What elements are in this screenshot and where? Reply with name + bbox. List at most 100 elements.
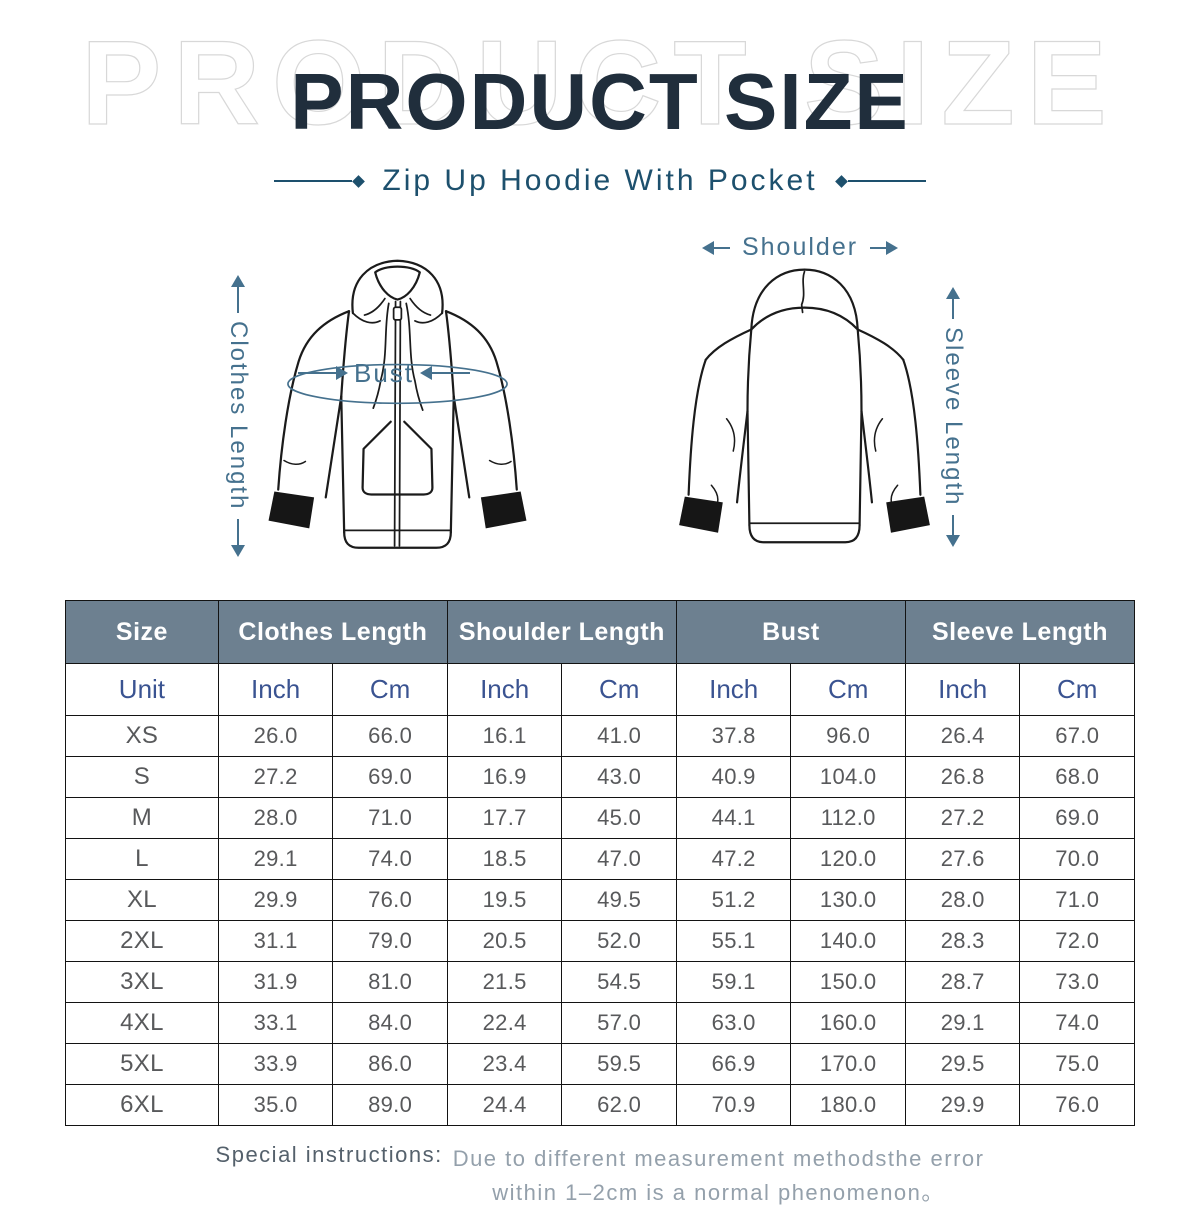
table-row: L 29.1 74.0 18.5 47.0 47.2 120.0 27.6 70… bbox=[65, 838, 1135, 880]
back-hoodie-illustration bbox=[679, 268, 930, 544]
value-cell: 43.0 bbox=[561, 756, 677, 798]
shoulder-label: Shoulder bbox=[741, 233, 859, 261]
table-row: 3XL 31.9 81.0 21.5 54.5 59.1 150.0 28.7 … bbox=[65, 961, 1135, 1003]
size-label: L bbox=[65, 838, 219, 880]
arrow-right-icon bbox=[336, 366, 348, 380]
diamond-icon bbox=[834, 174, 848, 188]
size-label: XS bbox=[65, 715, 219, 757]
page-title: PRODUCT SIZE bbox=[290, 57, 910, 146]
value-cell: 16.9 bbox=[446, 756, 563, 798]
unit-cell: Cm bbox=[561, 663, 677, 716]
table-row: 5XL 33.9 86.0 23.4 59.5 66.9 170.0 29.5 … bbox=[65, 1043, 1135, 1085]
value-cell: 69.0 bbox=[1019, 797, 1135, 839]
size-label: 3XL bbox=[65, 961, 219, 1003]
watermark-title: PRODUCT SIZE bbox=[81, 15, 1119, 150]
size-table: Size Clothes Length Shoulder Length Bust… bbox=[65, 600, 1136, 1126]
value-cell: 28.0 bbox=[217, 797, 334, 839]
table-unit-row: Unit Inch Cm Inch Cm Inch Cm Inch Cm bbox=[65, 663, 1135, 716]
arrow-up-icon bbox=[946, 287, 960, 299]
table-group-header-row: Size Clothes Length Shoulder Length Bust… bbox=[65, 600, 1136, 664]
value-cell: 49.5 bbox=[561, 879, 677, 921]
arrow-right-icon bbox=[886, 240, 899, 255]
rule-line bbox=[274, 180, 353, 182]
instructions-line-2: within 1–2cm is a normal phenomenon。 bbox=[492, 1180, 945, 1206]
unit-cell: Inch bbox=[675, 663, 792, 716]
value-cell: 62.0 bbox=[561, 1084, 677, 1126]
value-cell: 31.1 bbox=[217, 920, 334, 962]
col-group-bust: Bust bbox=[675, 600, 906, 664]
value-cell: 150.0 bbox=[790, 961, 906, 1003]
value-cell: 76.0 bbox=[1019, 1084, 1135, 1126]
value-cell: 66.9 bbox=[675, 1043, 792, 1085]
value-cell: 24.4 bbox=[446, 1084, 563, 1126]
value-cell: 66.0 bbox=[332, 715, 448, 757]
value-cell: 79.0 bbox=[332, 920, 448, 962]
size-label: 4XL bbox=[65, 1002, 219, 1044]
subtitle-left-rule bbox=[274, 174, 366, 188]
arrow-left-icon bbox=[702, 240, 714, 255]
value-cell: 19.5 bbox=[446, 879, 563, 921]
unit-cell: Inch bbox=[904, 663, 1021, 716]
table-row: 6XL 35.0 89.0 24.4 62.0 70.9 180.0 29.9 … bbox=[65, 1084, 1135, 1126]
value-cell: 71.0 bbox=[332, 797, 448, 839]
value-cell: 68.0 bbox=[1019, 756, 1135, 798]
value-cell: 27.2 bbox=[904, 797, 1021, 839]
bust-label: Bust bbox=[354, 357, 415, 388]
value-cell: 74.0 bbox=[332, 838, 448, 880]
col-group-size: Size bbox=[65, 600, 219, 664]
value-cell: 54.5 bbox=[561, 961, 677, 1003]
table-row: XS 26.0 66.0 16.1 41.0 37.8 96.0 26.4 67… bbox=[65, 715, 1135, 757]
unit-cell: Cm bbox=[332, 663, 448, 716]
value-cell: 21.5 bbox=[446, 961, 563, 1003]
value-cell: 29.9 bbox=[217, 879, 334, 921]
col-group-shoulder-length: Shoulder Length bbox=[446, 600, 677, 664]
value-cell: 130.0 bbox=[790, 879, 906, 921]
arrow-left-icon bbox=[420, 366, 433, 380]
arrow-down-icon bbox=[231, 545, 245, 558]
value-cell: 27.6 bbox=[904, 838, 1021, 880]
right-cuff bbox=[480, 491, 527, 529]
value-cell: 23.4 bbox=[446, 1043, 563, 1085]
clothes-length-measure: Clothes Length bbox=[220, 275, 256, 558]
instructions-line-1: Due to different measurement methodsthe … bbox=[452, 1146, 985, 1171]
value-cell: 84.0 bbox=[332, 1002, 448, 1044]
value-cell: 120.0 bbox=[790, 838, 906, 880]
value-cell: 28.3 bbox=[904, 920, 1021, 962]
value-cell: 37.8 bbox=[675, 715, 792, 757]
size-table-wrap: Size Clothes Length Shoulder Length Bust… bbox=[65, 600, 1136, 1126]
value-cell: 57.0 bbox=[561, 1002, 677, 1044]
value-cell: 27.2 bbox=[217, 756, 334, 798]
diamond-icon bbox=[352, 174, 366, 188]
value-cell: 170.0 bbox=[790, 1043, 906, 1085]
value-cell: 16.1 bbox=[446, 715, 563, 757]
value-cell: 47.2 bbox=[675, 838, 792, 880]
value-cell: 44.1 bbox=[675, 797, 792, 839]
rule-line bbox=[847, 180, 926, 182]
value-cell: 86.0 bbox=[332, 1043, 448, 1085]
value-cell: 160.0 bbox=[790, 1002, 906, 1044]
value-cell: 29.1 bbox=[904, 1002, 1021, 1044]
col-group-clothes-length: Clothes Length bbox=[217, 600, 448, 664]
value-cell: 70.0 bbox=[1019, 838, 1135, 880]
value-cell: 63.0 bbox=[675, 1002, 792, 1044]
size-label: 5XL bbox=[65, 1043, 219, 1085]
value-cell: 73.0 bbox=[1019, 961, 1135, 1003]
value-cell: 51.2 bbox=[675, 879, 792, 921]
value-cell: 59.5 bbox=[561, 1043, 677, 1085]
clothes-length-label: Clothes Length bbox=[225, 321, 252, 511]
unit-cell: Inch bbox=[217, 663, 334, 716]
value-cell: 33.9 bbox=[217, 1043, 334, 1085]
subtitle-row: Zip Up Hoodie With Pocket bbox=[0, 164, 1200, 198]
value-cell: 76.0 bbox=[332, 879, 448, 921]
value-cell: 20.5 bbox=[446, 920, 563, 962]
value-cell: 47.0 bbox=[561, 838, 677, 880]
table-row: 2XL 31.1 79.0 20.5 52.0 55.1 140.0 28.3 … bbox=[65, 920, 1135, 962]
size-label: M bbox=[65, 797, 219, 839]
value-cell: 72.0 bbox=[1019, 920, 1135, 962]
value-cell: 33.1 bbox=[217, 1002, 334, 1044]
value-cell: 69.0 bbox=[332, 756, 448, 798]
unit-cell: Unit bbox=[65, 663, 219, 716]
value-cell: 26.0 bbox=[217, 715, 334, 757]
arrow-down-icon bbox=[946, 535, 960, 547]
size-label: 2XL bbox=[65, 920, 219, 962]
